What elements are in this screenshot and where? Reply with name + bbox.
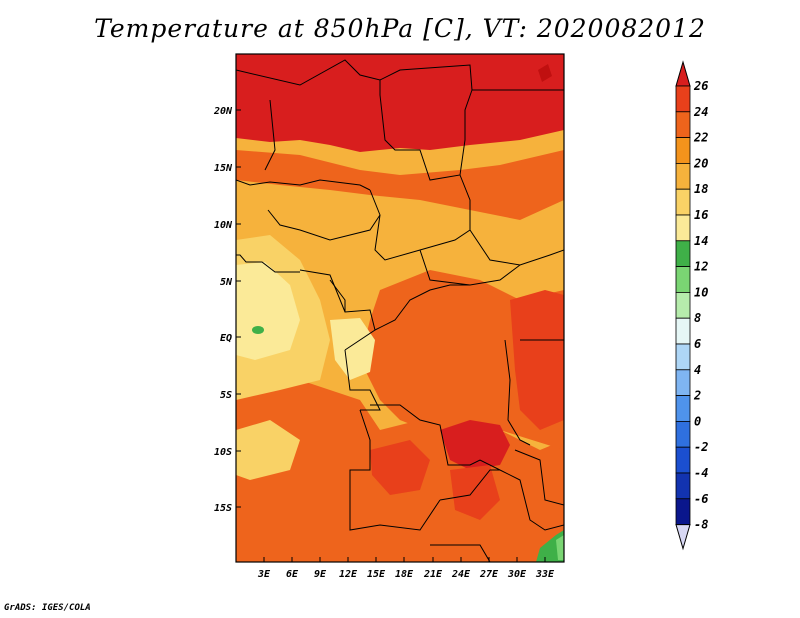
chart-title: Temperature at 850hPa [C], VT: 202008201… [94, 14, 706, 43]
lat-ticks [236, 109, 241, 508]
temperature-field [236, 54, 564, 562]
colorbar-arrow-bottom [675, 524, 691, 551]
lon-tick-label: 30E [507, 569, 527, 580]
colorbar-segment [675, 291, 691, 319]
colorbar-label: 12 [694, 260, 708, 274]
lon-tick-label: 3E [257, 569, 271, 580]
colorbar-segment [675, 420, 691, 448]
lat-axis: 20N 15N 10N 5N EQ 5S 10S 15S [213, 106, 233, 514]
colorbar-segment [675, 395, 691, 422]
lon-ticks [263, 557, 546, 562]
colorbar-segment [675, 111, 691, 139]
colorbar-label: 24 [693, 105, 708, 119]
lat-tick-label: 15S [214, 503, 232, 514]
colorbar-label: 10 [694, 285, 708, 299]
colorbar-segment [675, 85, 691, 113]
colorbar-segment [675, 137, 691, 164]
map-frame [235, 53, 565, 563]
colorbar-label: -4 [694, 466, 708, 480]
colorbar-segment [675, 266, 691, 293]
colorbar-label: 18 [694, 182, 708, 196]
lon-axis: 3E 6E 9E 12E 15E 18E 21E 24E 27E 30E 33E [257, 569, 555, 580]
colorbar-segment [675, 343, 691, 371]
credit-label: GrADS: IGES/COLA [4, 603, 91, 613]
colorbar-segment [675, 188, 691, 216]
colorbar-segment [675, 240, 691, 268]
colorbar-segment [675, 369, 691, 396]
colorbar-label: 22 [693, 131, 708, 145]
colorbar-label: 26 [693, 79, 708, 93]
lat-tick-label: EQ [220, 333, 232, 344]
colorbar-segment [675, 498, 691, 525]
lat-tick-label: 15N [214, 163, 233, 174]
lon-tick-label: 21E [423, 569, 443, 580]
country-borders [236, 59, 564, 562]
lon-tick-label: 33E [535, 569, 555, 580]
colorbar-label: 8 [694, 311, 701, 325]
lon-tick-label: 6E [286, 569, 299, 580]
colorbar-label: -8 [694, 518, 708, 532]
lon-tick-label: 12E [339, 569, 358, 580]
colorbar-label: 0 [694, 414, 701, 428]
colorbar-label: 6 [694, 337, 701, 351]
colorbar-label: 14 [694, 234, 708, 248]
lat-tick-label: 10S [214, 447, 232, 458]
colorbar-label: -2 [694, 440, 708, 454]
colorbar-label: -6 [694, 492, 708, 506]
lon-tick-label: 18E [395, 569, 414, 580]
colorbar-label: 20 [693, 156, 708, 170]
colorbar-segment [675, 162, 691, 190]
colorbar-segment [675, 214, 691, 242]
lon-tick-label: 15E [367, 569, 386, 580]
colorbar-label: 2 [693, 389, 701, 403]
colorbar-label: 16 [694, 208, 708, 222]
lon-tick-label: 27E [479, 569, 499, 580]
lat-tick-label: 10N [214, 220, 233, 231]
lat-tick-label: 5S [220, 390, 232, 401]
lon-tick-label: 9E [314, 569, 327, 580]
colorbar-segment [675, 317, 691, 345]
lon-tick-label: 24E [451, 569, 471, 580]
lat-tick-label: 20N [213, 106, 233, 117]
colorbar-segment [675, 472, 691, 500]
colorbar-segment [675, 446, 691, 474]
colorbar-arrow-top [675, 60, 691, 87]
colorbar-label: 4 [694, 363, 701, 377]
lat-tick-label: 5N [220, 277, 233, 288]
